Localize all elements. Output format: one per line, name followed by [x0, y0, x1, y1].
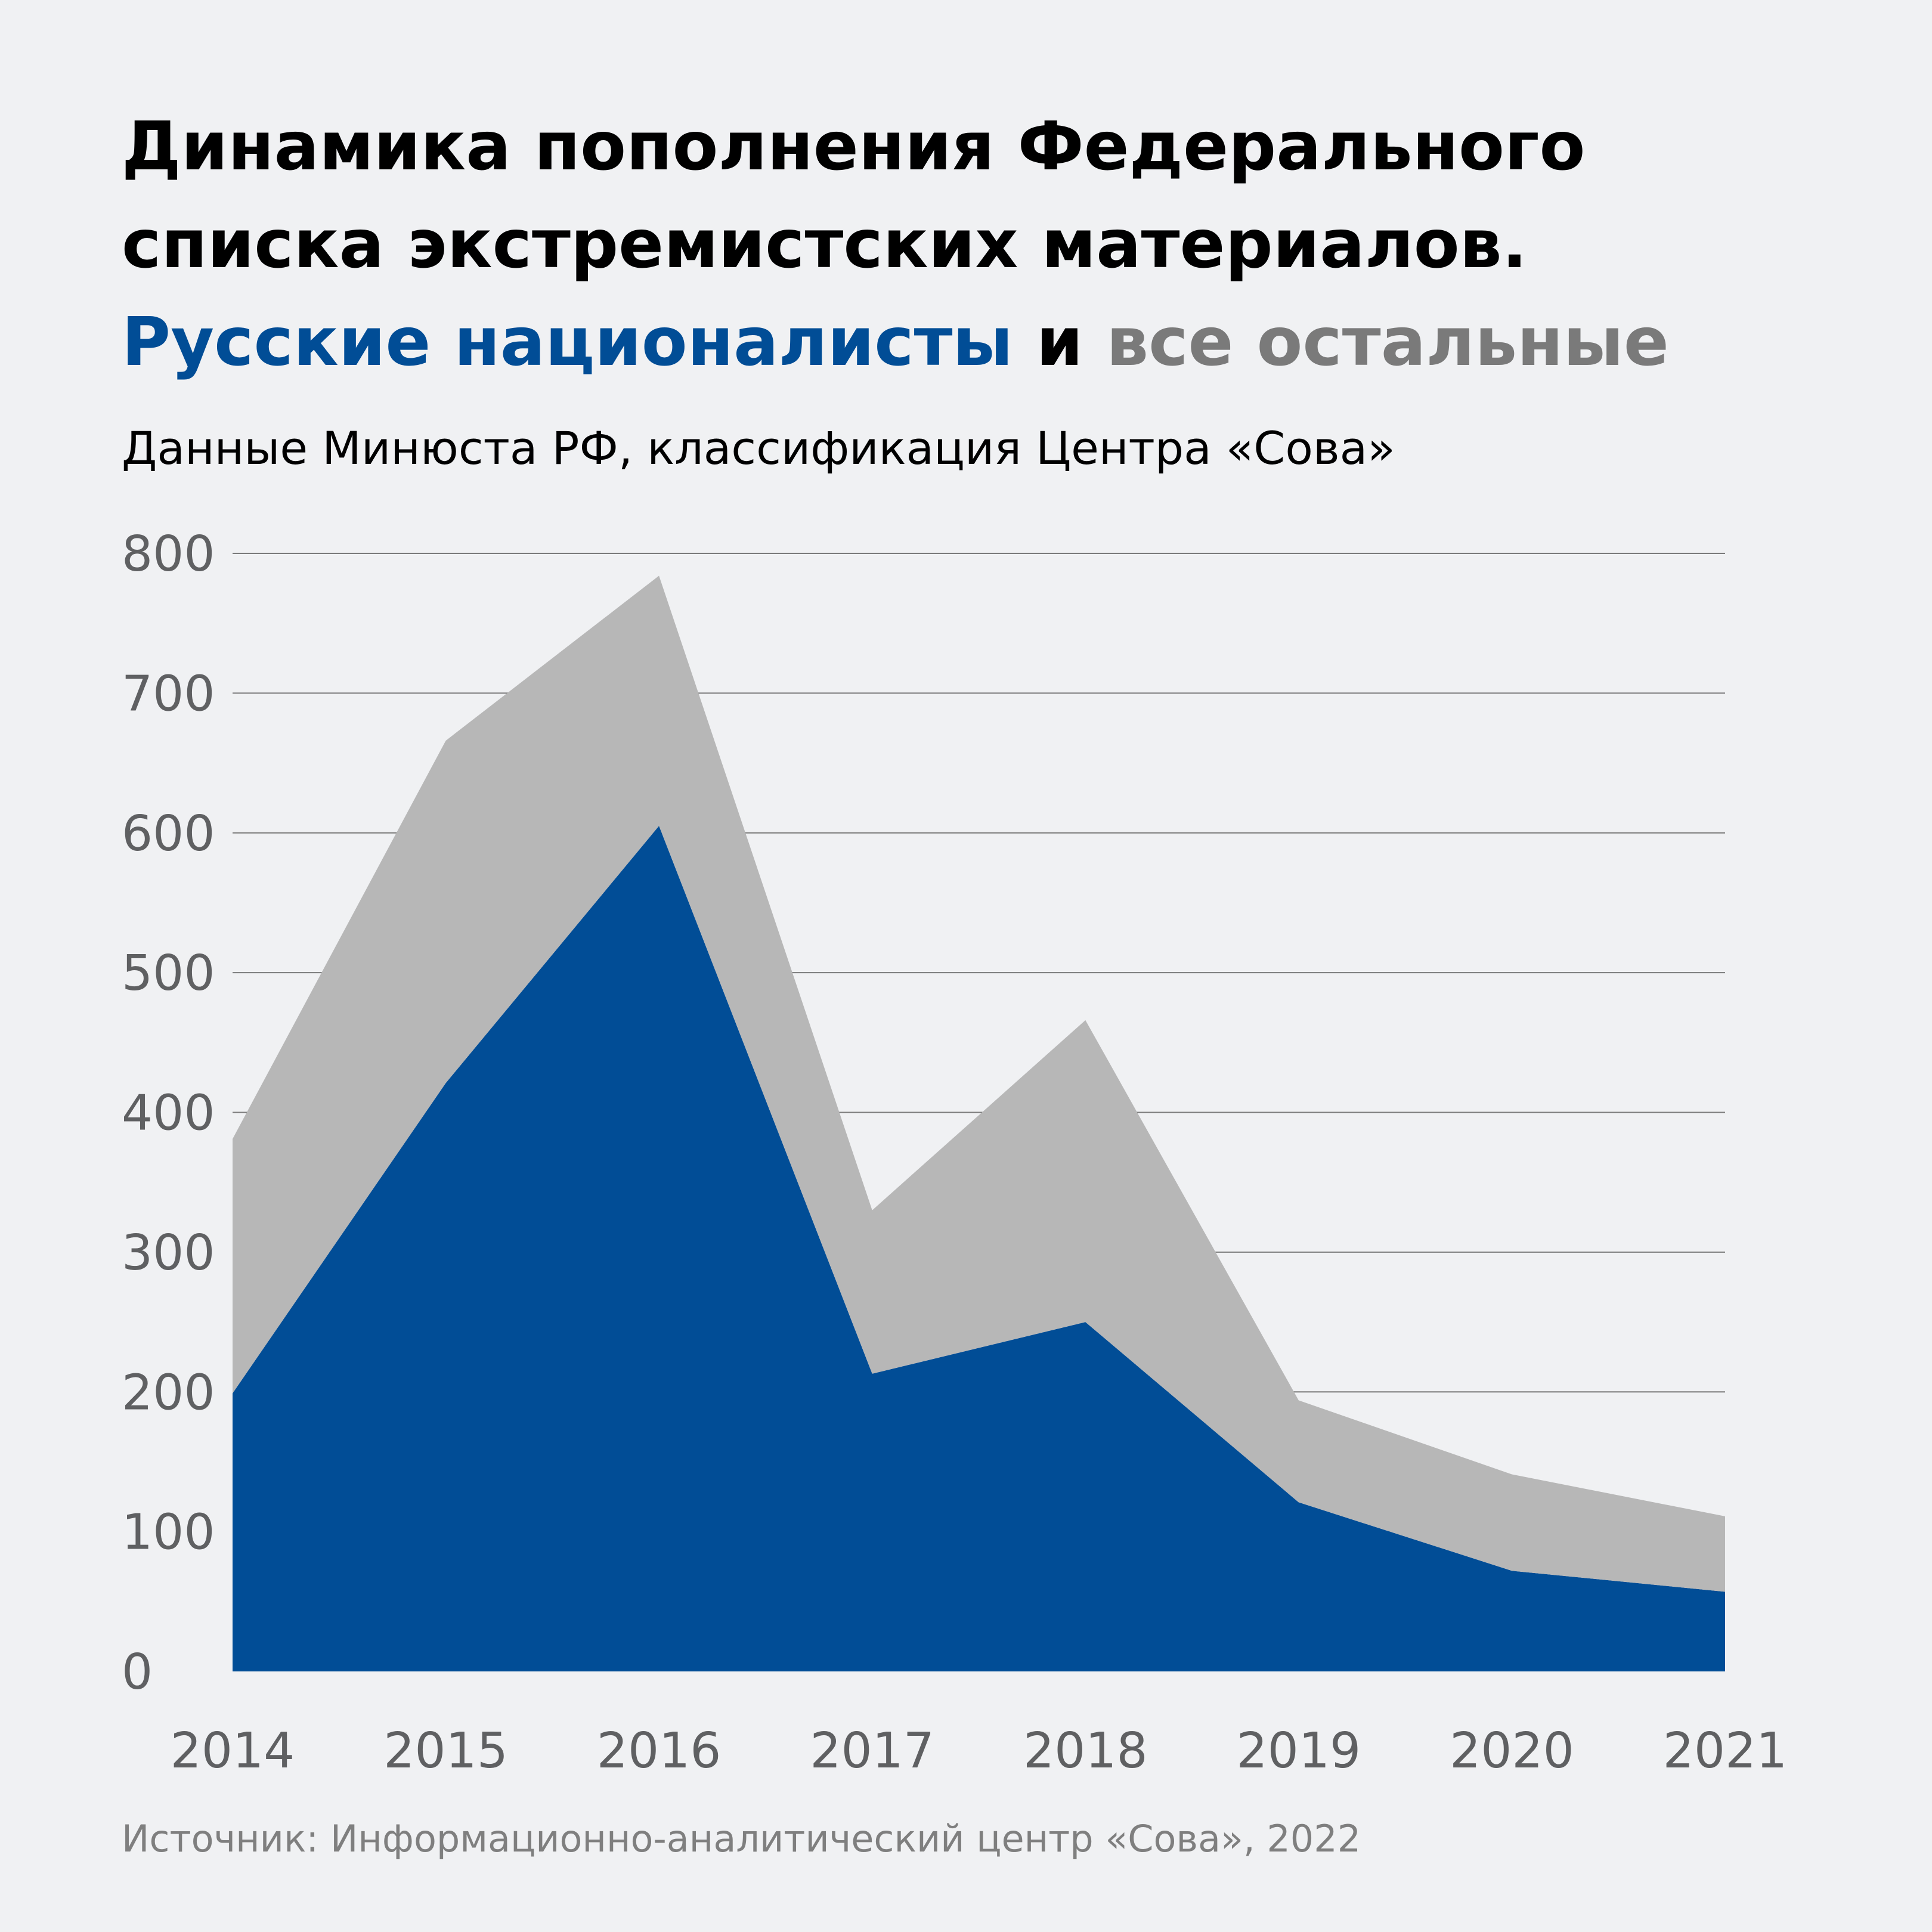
x-tick-label-2015: 2015: [383, 1723, 508, 1779]
x-tick-label-2020: 2020: [1450, 1723, 1574, 1779]
y-tick-label-500: 500: [122, 945, 215, 1002]
source-note: Источник: Информационно-аналитический це…: [122, 1817, 1361, 1860]
title-line-2: списка экстремистских материалов.: [122, 206, 1528, 283]
y-tick-label-300: 300: [122, 1225, 215, 1281]
x-tick-label-2021: 2021: [1663, 1723, 1788, 1779]
y-tick-label-800: 800: [122, 526, 215, 583]
y-tick-label-400: 400: [122, 1085, 215, 1142]
area-series-0: [233, 826, 1725, 1671]
x-tick-label-2017: 2017: [810, 1723, 934, 1779]
x-tick-label-2014: 2014: [171, 1723, 295, 1779]
x-tick-label-2016: 2016: [597, 1723, 722, 1779]
y-tick-label-200: 200: [122, 1364, 215, 1421]
chart-subtitle: Данные Минюста РФ, классификация Центра …: [122, 422, 1395, 475]
y-tick-label-100: 100: [122, 1504, 215, 1561]
y-tick-label-0: 0: [122, 1644, 153, 1701]
chart-areas: [233, 575, 1725, 1671]
title-line-3: Русские националисты и все остальные: [122, 293, 1851, 391]
title-line-1: Динамика пополнения Федерального: [122, 108, 1586, 185]
y-tick-label-700: 700: [122, 665, 215, 722]
y-axis-tick-labels: 0 100 200 300 400 500 600 700 800: [122, 526, 215, 1701]
x-tick-label-2018: 2018: [1023, 1723, 1148, 1779]
area-series-1: [233, 575, 1725, 1592]
title-nationalists-label: Русские националисты: [122, 304, 1013, 381]
title-and-label: и: [1013, 304, 1107, 381]
x-axis-tick-labels: 2014 2015 2016 2017 2018 2019 2020 2021: [171, 1723, 1788, 1779]
chart-title: Динамика пополнения Федерального списка …: [122, 98, 1851, 391]
title-others-label: все остальные: [1106, 304, 1669, 381]
x-tick-label-2019: 2019: [1237, 1723, 1361, 1779]
y-tick-label-600: 600: [122, 806, 215, 862]
